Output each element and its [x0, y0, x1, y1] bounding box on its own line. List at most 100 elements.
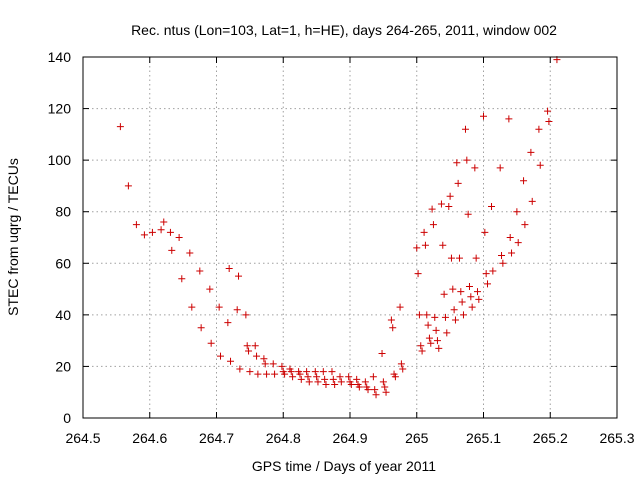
data-point — [441, 313, 449, 321]
data-point — [196, 267, 204, 275]
data-point — [243, 342, 251, 350]
data-point — [236, 365, 244, 373]
data-point — [423, 311, 431, 319]
data-point — [188, 303, 196, 311]
data-point — [481, 228, 489, 236]
data-point — [535, 125, 543, 133]
data-point — [242, 311, 250, 319]
data-point — [508, 249, 516, 257]
data-point — [124, 182, 132, 190]
data-point — [116, 123, 124, 131]
data-point — [251, 342, 259, 350]
data-point — [439, 241, 447, 249]
data-point — [160, 218, 168, 226]
data-point — [381, 383, 389, 391]
data-point — [473, 288, 481, 296]
data-point — [278, 362, 286, 370]
data-point — [328, 368, 336, 376]
data-point — [305, 378, 313, 386]
data-point — [424, 321, 432, 329]
data-point — [353, 375, 361, 383]
data-point — [544, 107, 552, 115]
data-point — [379, 378, 387, 386]
data-point — [513, 208, 521, 216]
data-point — [463, 156, 471, 164]
data-point — [391, 373, 399, 381]
y-tick-labels: 0 20 40 60 80 100 120 140 — [48, 49, 72, 426]
data-point — [414, 270, 422, 278]
data-point — [331, 380, 339, 388]
data-point — [186, 249, 194, 257]
data-point — [235, 272, 243, 280]
data-point — [505, 115, 513, 123]
data-point — [528, 197, 536, 205]
data-point — [445, 203, 453, 211]
data-point — [178, 275, 186, 283]
data-point — [148, 228, 156, 236]
data-point — [488, 203, 496, 211]
data-point — [482, 270, 490, 278]
data-point — [132, 221, 140, 229]
data-point — [157, 226, 165, 234]
data-point — [435, 344, 443, 352]
data-point — [467, 293, 475, 301]
data-point — [140, 231, 148, 239]
data-point — [461, 125, 469, 133]
data-point — [336, 373, 344, 381]
data-point — [289, 373, 297, 381]
data-point — [253, 352, 261, 360]
data-point — [313, 373, 321, 381]
data-point — [413, 244, 421, 252]
data-point — [371, 386, 379, 394]
data-point — [417, 342, 425, 350]
data-point — [399, 365, 407, 373]
data-points — [116, 56, 561, 399]
y-tick-label: 80 — [55, 204, 71, 220]
x-tick-label: 265 — [405, 430, 429, 446]
data-point — [475, 295, 483, 303]
data-point — [480, 112, 487, 120]
data-point — [233, 306, 241, 314]
data-point — [429, 221, 437, 229]
data-point — [224, 319, 232, 327]
data-point — [364, 386, 372, 394]
data-point — [389, 324, 397, 332]
data-point — [489, 267, 497, 275]
data-point — [303, 368, 311, 376]
data-point — [281, 370, 289, 378]
grid-lines — [83, 57, 617, 418]
data-point — [514, 239, 522, 247]
data-point — [319, 368, 327, 376]
y-tick-label: 100 — [48, 152, 72, 168]
data-point — [261, 360, 269, 368]
data-point — [175, 234, 183, 241]
data-point — [499, 259, 507, 267]
data-point — [217, 352, 225, 360]
data-point — [545, 117, 553, 125]
data-point — [372, 391, 380, 399]
x-tick-label: 264.5 — [65, 430, 100, 446]
data-point — [446, 192, 454, 200]
data-point — [440, 290, 448, 298]
x-axis-label: GPS time / Days of year 2011 — [252, 458, 436, 474]
data-point — [397, 360, 405, 368]
data-point — [428, 205, 436, 213]
data-point — [322, 380, 330, 388]
data-point — [506, 234, 514, 241]
data-point — [536, 161, 544, 169]
data-point — [527, 148, 535, 156]
y-tick-label: 20 — [55, 358, 71, 374]
data-point — [345, 373, 353, 381]
data-point — [197, 324, 205, 332]
data-point — [454, 179, 462, 187]
data-point — [484, 280, 492, 288]
data-point — [207, 339, 215, 347]
data-point — [382, 388, 390, 396]
data-point — [453, 159, 461, 167]
data-point — [225, 264, 233, 272]
data-point — [431, 313, 439, 321]
data-point — [421, 241, 429, 249]
x-tick-label: 264.8 — [266, 430, 301, 446]
data-point — [337, 378, 345, 386]
